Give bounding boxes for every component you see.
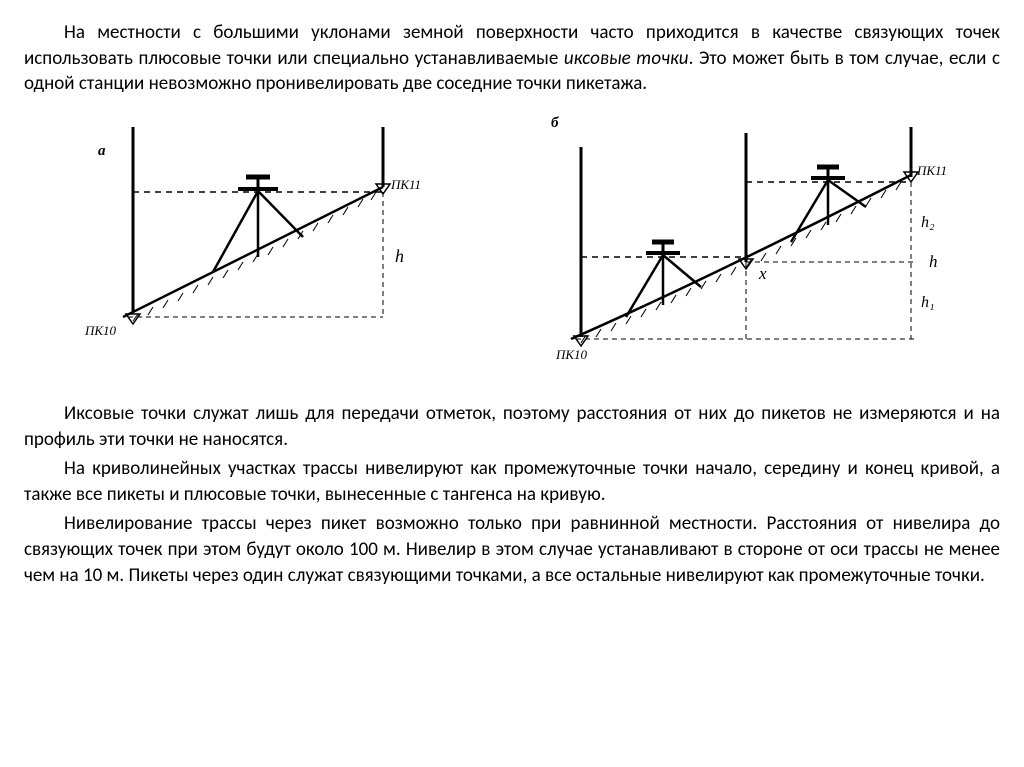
h2-label: h₂ [921,214,935,231]
pk10-label-b: ПК10 [555,347,588,362]
diagrams-row: а [24,107,1000,387]
diagram-a: а [63,107,443,367]
para1-text-italic: иксовые точки [564,47,689,70]
h-label-b: h [929,252,938,271]
paragraph-1: На местности с большими уклонами земной … [24,20,1000,97]
diagram-b: б [521,107,961,387]
h-label-a: h [395,246,404,266]
paragraph-2: Иксовые точки служат лишь для передачи о… [24,401,1000,452]
pk10-label-a: ПК10 [84,323,117,338]
pk11-label-b: ПК11 [916,163,947,178]
x-label: x [758,264,767,283]
paragraph-4: Нивелирование трассы через пикет возможн… [24,511,1000,588]
paragraph-3: На криволинейных участках трассы нивелир… [24,456,1000,507]
label-a: а [98,143,106,159]
h1-label: h₁ [921,294,935,311]
label-b: б [551,115,559,131]
pk11-label-a: ПК11 [390,177,421,192]
